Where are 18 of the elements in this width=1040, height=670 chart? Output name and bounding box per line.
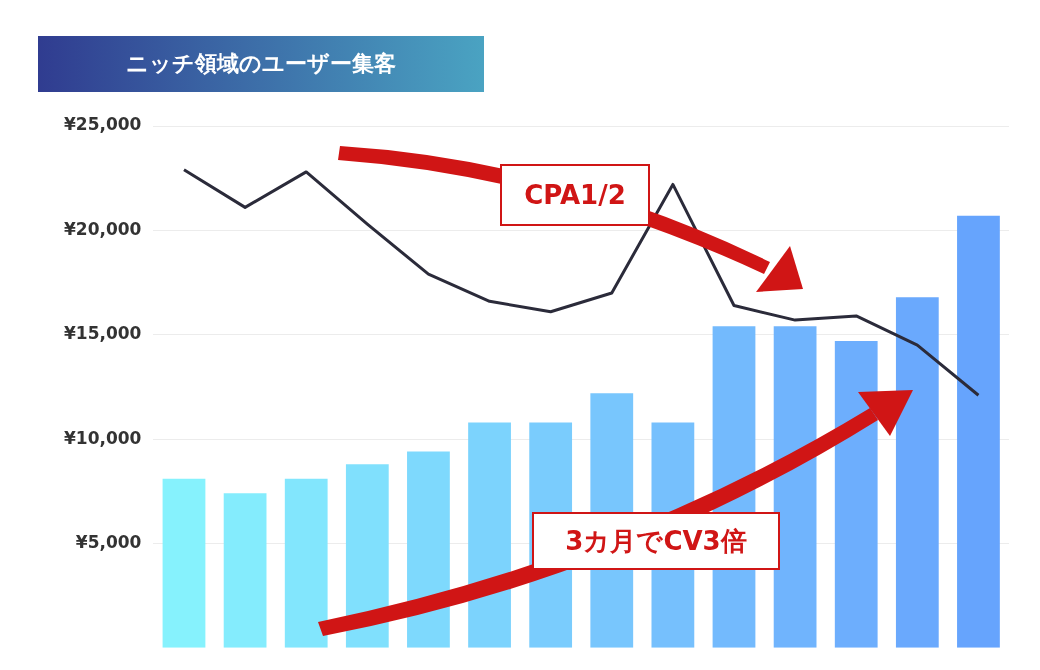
bar bbox=[773, 326, 817, 648]
annotation: CPA1/2 bbox=[500, 164, 650, 226]
bar bbox=[223, 493, 267, 648]
chart-title: ニッチ領域のユーザー集客 bbox=[38, 36, 484, 92]
bar bbox=[957, 215, 1000, 648]
y-tick-label: ¥15,000 bbox=[63, 323, 142, 344]
y-tick-label: ¥20,000 bbox=[63, 218, 142, 239]
bar bbox=[407, 451, 450, 648]
bar bbox=[468, 422, 511, 648]
y-tick-label: ¥10,000 bbox=[63, 427, 142, 448]
bar bbox=[162, 478, 206, 648]
bar bbox=[895, 297, 939, 648]
bar bbox=[284, 478, 328, 648]
y-tick-label: ¥25,000 bbox=[63, 114, 142, 135]
annotation: 3カ月でCV3倍 bbox=[532, 512, 780, 570]
y-tick-label: ¥5,000 bbox=[75, 531, 142, 552]
bar bbox=[345, 464, 389, 648]
bar bbox=[834, 340, 878, 648]
